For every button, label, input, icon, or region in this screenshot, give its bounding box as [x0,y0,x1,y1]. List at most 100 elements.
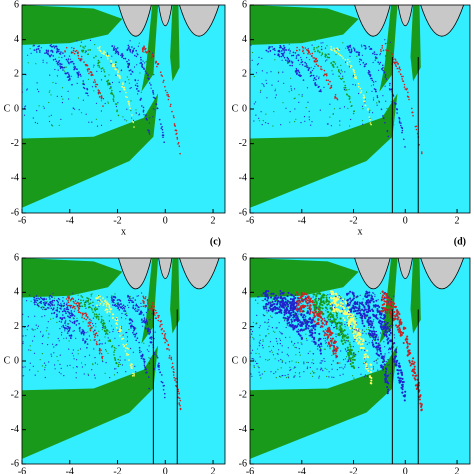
basin-dot [87,374,90,376]
basin-dot [343,339,346,342]
basin-dot [358,307,361,310]
basin-dot [325,294,327,297]
basin-dot [293,376,295,378]
basin-dot [401,78,404,80]
basin-dot [312,375,314,377]
basin-dot [339,367,341,369]
basin-dot [317,65,319,67]
basin-dot [314,65,316,67]
basin-dot [128,104,131,107]
basin-dot [147,129,149,131]
basin-dot [277,53,280,55]
basin-dot [49,305,52,307]
basin-dot [83,333,85,336]
basin-dot [352,112,355,115]
basin-dot [153,305,156,308]
basin-dot [143,317,146,319]
basin-dot [385,371,387,373]
basin-dot [266,312,268,314]
basin-dot [370,294,372,296]
basin-dot [393,302,396,305]
basin-dot [298,301,300,303]
basin-dot [91,86,94,88]
basin-dot [318,76,320,78]
basin-dot [155,103,157,105]
basin-dot [394,103,397,105]
basin-dot [347,359,349,361]
basin-dot [305,337,307,340]
basin-dot [136,308,138,310]
basin-dot [253,338,255,340]
basin-dot [34,329,36,331]
basin-dot [358,366,360,369]
basin-dot [365,360,367,362]
basin-dot [167,343,170,346]
basin-dot [57,301,59,304]
basin-dot [304,65,306,67]
basin-dot [372,345,374,347]
basin-dot [84,312,86,315]
basin-dot [56,314,58,316]
basin-dot [136,337,139,340]
green-region [250,93,398,208]
basin-dot [173,371,175,374]
basin-dot [259,339,261,341]
basin-dot [111,299,113,302]
basin-dot [112,94,115,97]
basin-dot [135,339,137,342]
basin-dot [311,52,314,55]
basin-dot [68,348,70,350]
basin-dot [120,329,122,332]
basin-dot [108,315,110,317]
basin-dot [164,333,167,335]
basin-dot [61,318,63,321]
basin-dot [307,48,309,50]
basin-dot [286,306,288,308]
basin-dot [384,121,386,124]
basin-dot [48,333,50,335]
basin-dot [68,98,70,100]
basin-dot [342,298,345,301]
basin-dot [374,53,376,56]
basin-dot [363,100,366,103]
basin-dot [270,308,273,311]
basin-dot [93,308,96,310]
basin-dot [386,107,388,110]
basin-dot [282,299,284,301]
basin-dot [266,97,268,99]
basin-dot [393,295,395,297]
basin-dot [312,353,315,355]
basin-dot [93,313,96,315]
basin-dot [359,313,363,316]
basin-dot [414,378,417,381]
basin-dot [300,302,302,304]
basin-dot [306,57,308,59]
basin-dot [131,117,133,119]
basin-dot [278,349,280,351]
basin-dot [325,299,328,302]
green-region [22,5,123,45]
basin-dot [43,362,46,364]
basin-dot [138,113,141,115]
basin-dot [339,310,342,313]
basin-dot [98,295,100,297]
basin-dot [413,361,416,364]
basin-dot [358,54,361,56]
basin-dot [411,107,413,110]
basin-dot [148,333,150,335]
basin-dot [135,55,138,58]
basin-dot [55,45,57,47]
basin-dot [319,292,322,295]
basin-dot [126,49,129,52]
basin-dot [97,299,99,301]
basin-dot [136,305,138,307]
basin-dot [58,59,61,62]
basin-dot [344,58,347,61]
basin-dot [290,306,293,310]
basin-dot [374,88,377,91]
basin-dot [341,328,343,330]
basin-dot [313,362,315,365]
basin-dot [131,299,133,302]
basin-dot [61,331,63,334]
basin-dot [140,59,142,61]
